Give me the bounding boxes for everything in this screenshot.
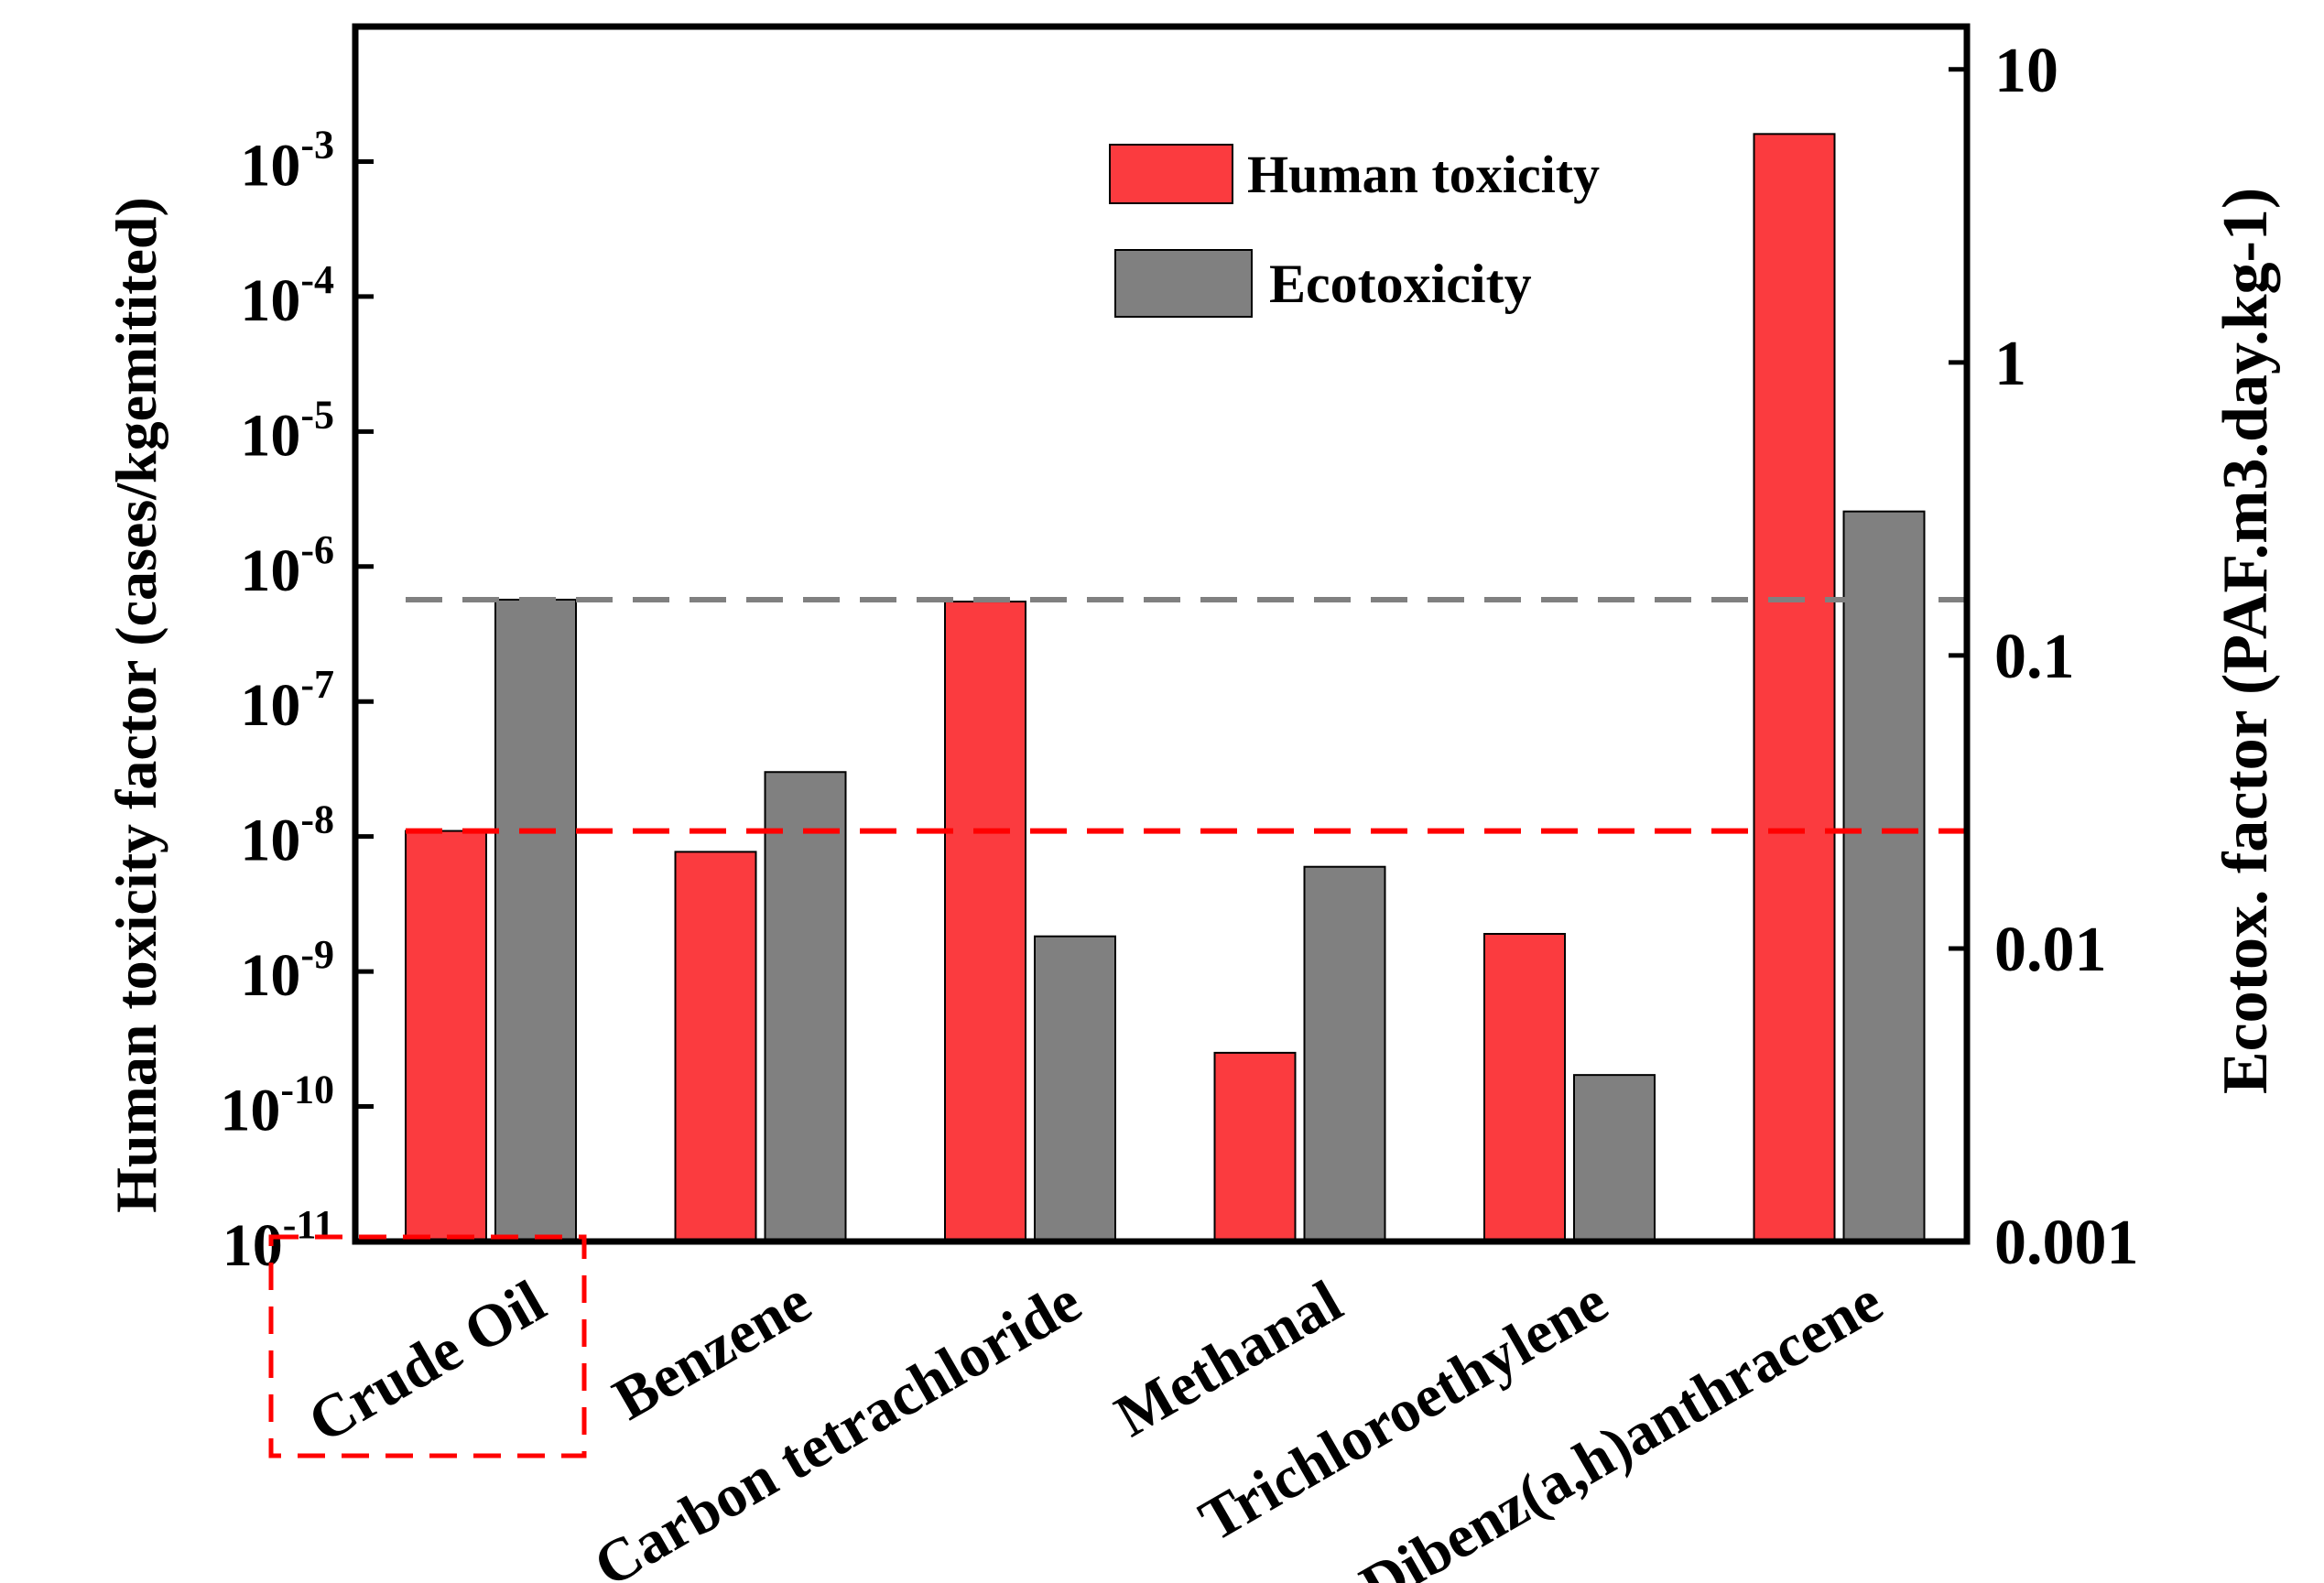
right-axis: 0.001 0.01 0.1 1 10 (1949, 36, 2139, 1278)
y2-tick-label: 10 (1994, 36, 2058, 106)
y-axis-label: Human toxicity factor (cases/kgemitited) (103, 197, 168, 1213)
y-tick-label: 10-10 (220, 1068, 334, 1144)
y-tick-label: 10-9 (240, 932, 334, 1009)
legend-swatch-eco (1114, 249, 1253, 318)
ecotoxicity-bar (1842, 510, 1926, 1242)
ecotoxicity-bar (764, 771, 847, 1242)
y2-axis-label: Ecotox. factor (PAF.m3.day.kg-1) (2210, 188, 2281, 1094)
highlight-box (268, 1234, 587, 1458)
plot-frame (352, 23, 1971, 1245)
human-toxicity-bar (944, 601, 1026, 1242)
human-toxicity-bar (1213, 1051, 1297, 1242)
reference-lines (406, 596, 1967, 834)
crude-oil-highlight-box (268, 1234, 587, 1458)
bars-layer (405, 133, 1926, 1243)
ecotoxicity-bar (494, 598, 577, 1242)
legend-swatch-human (1109, 144, 1233, 204)
legend: Human toxicity Ecotoxicity (1109, 144, 1600, 318)
x-tick-label: Carbon tetrachloride (583, 1268, 1092, 1583)
legend-label-human: Human toxicity (1247, 145, 1600, 204)
y-tick-label: 10-5 (240, 392, 334, 469)
y2-tick-label: 0.001 (1994, 1208, 2139, 1278)
human-toxicity-bar (405, 829, 487, 1242)
ecotoxicity-bar (1303, 865, 1386, 1242)
left-axis: 10-11 10-10 10-9 10-8 10-7 10-6 10-5 10-4 10-3 (220, 122, 374, 1279)
human-toxicity-bar (1753, 133, 1836, 1242)
y-tick-label: 10-6 (240, 527, 334, 604)
legend-label-eco: Ecotoxicity (1269, 254, 1532, 314)
y-tick-label: 10-7 (240, 662, 334, 739)
y2-tick-label: 1 (1994, 329, 2026, 399)
y-tick-label: 10-8 (240, 797, 334, 874)
y-tick-label: 10-4 (240, 257, 334, 334)
x-tick-label: Crude Oil (298, 1268, 557, 1456)
ecotoxicity-bar (1034, 935, 1116, 1242)
y-tick-label: 10-11 (223, 1202, 334, 1279)
ecotoxicity-bar (1573, 1074, 1656, 1243)
x-tick-label: Benzene (603, 1268, 822, 1434)
y-tick-label: 10-3 (240, 122, 334, 199)
y2-tick-label: 0.1 (1994, 622, 2075, 692)
human-toxicity-bar (1483, 933, 1566, 1242)
human-toxicity-bar (674, 851, 757, 1242)
y2-tick-label: 0.01 (1994, 915, 2107, 985)
